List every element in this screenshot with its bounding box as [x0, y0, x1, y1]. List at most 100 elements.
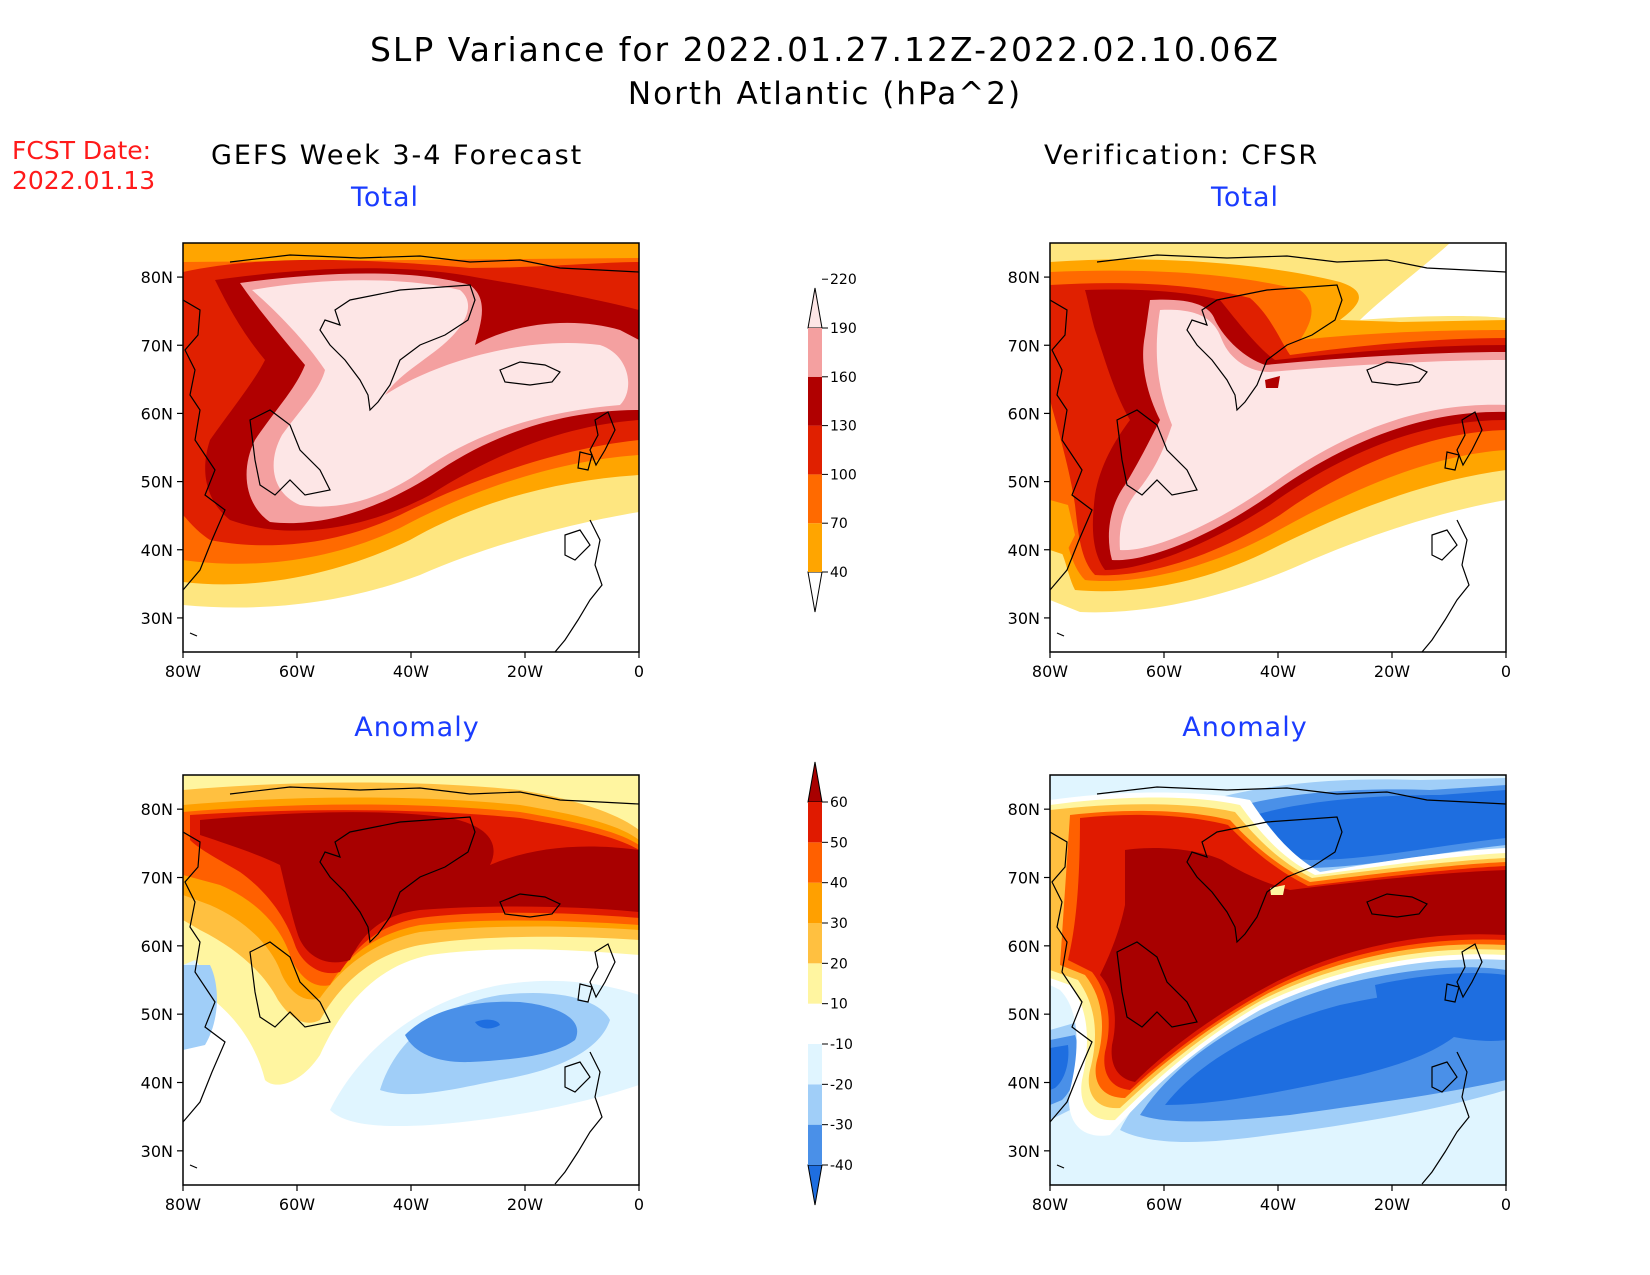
lat-tick-label: 80N [141, 268, 173, 287]
colorbar-label: -20 [830, 1077, 853, 1093]
shade-220 [1119, 309, 1506, 551]
lon-tick-label: 40W [1260, 1195, 1296, 1214]
colorbar-total: 40 70 100 130 160 190 220 [807, 272, 857, 613]
map-panel-forecast-anomaly: 80W 60W 40W 20W 0 30N 40N 50N 60N 70N 80N [141, 774, 644, 1214]
lat-tick-label: 40N [1008, 541, 1040, 560]
lon-tick-label: 20W [1374, 662, 1410, 681]
shade-p60 [1100, 848, 1506, 1082]
colorbar-box [808, 1003, 822, 1044]
lon-tick-label: 80W [1032, 1195, 1068, 1214]
colorbar-label: 100 [830, 467, 857, 483]
colorbar-end-low [807, 1164, 823, 1206]
colorbar-end-low [807, 571, 823, 613]
shade-220 [252, 280, 629, 507]
colorbar-label: 40 [830, 876, 848, 892]
lon-tick-label: 60W [279, 662, 315, 681]
lon-tick-label: 0 [634, 1195, 644, 1214]
colorbar-box [808, 882, 822, 923]
shade-p60 [200, 812, 639, 963]
colorbar-label: 70 [830, 516, 848, 532]
map-panel-verification-anomaly: 80W 60W 40W 20W 0 30N 40N 50N 60N 70N 80N [1008, 774, 1511, 1214]
lat-tick-label: 30N [1008, 1142, 1040, 1161]
right-column-title: Verification: CFSR [1044, 140, 1320, 171]
lon-tick-label: 80W [165, 662, 201, 681]
left-column-title: GEFS Week 3-4 Forecast [211, 140, 584, 171]
lat-tick-label: 40N [141, 541, 173, 560]
lon-tick-label: 40W [1260, 662, 1296, 681]
shade-n30 [405, 1001, 578, 1063]
forecast-date-value: 2022.01.13 [12, 166, 156, 195]
lat-tick-label: 70N [141, 869, 173, 888]
lat-tick-label: 70N [1008, 869, 1040, 888]
colorbar-box [808, 963, 822, 1004]
colorbar-box [808, 923, 822, 964]
map-panel-forecast-total: 80W 60W 40W 20W 0 30N 40N 50N 60N 70N 80N [141, 242, 644, 681]
lon-tick-label: 80W [165, 1195, 201, 1214]
lon-tick-label: 80W [1032, 662, 1068, 681]
colorbar-label: 30 [830, 916, 848, 932]
map-panel-verification-total: 80W 60W 40W 20W 0 30N 40N 50N 60N 70N 80N [1008, 242, 1511, 681]
colorbar-box [808, 802, 822, 843]
colorbar-end-high [807, 287, 823, 329]
lon-tick-label: 0 [1501, 662, 1511, 681]
lon-tick-label: 60W [1146, 1195, 1182, 1214]
lon-tick-label: 20W [1374, 1195, 1410, 1214]
coastlines-br [1050, 786, 1506, 1185]
colorbar-label: 60 [830, 795, 848, 811]
colorbar-box [808, 1044, 822, 1085]
lon-tick-label: 0 [634, 662, 644, 681]
figure-subtitle: North Atlantic (hPa^2) [627, 76, 1023, 112]
lat-tick-label: 60N [1008, 404, 1040, 423]
coastlines-bl [183, 786, 639, 1185]
colorbar-box [808, 1084, 822, 1125]
colorbar-end-high [807, 761, 823, 803]
lat-tick-label: 30N [141, 1142, 173, 1161]
colorbar-box [808, 1124, 822, 1165]
lat-tick-label: 50N [141, 473, 173, 492]
colorbar-label: -40 [830, 1158, 853, 1174]
colorbar-label: 160 [830, 370, 857, 386]
colorbar-box [808, 376, 822, 426]
lat-tick-label: 60N [1008, 937, 1040, 956]
lat-tick-label: 60N [141, 937, 173, 956]
lon-tick-label: 40W [393, 662, 429, 681]
colorbar-box [808, 425, 822, 475]
colorbar-anomaly: -40 -30 -20 -10 10 20 30 40 50 60 [807, 761, 853, 1206]
lat-tick-label: 30N [1008, 609, 1040, 628]
colorbar-label: 220 [830, 272, 857, 288]
colorbar-label: 190 [830, 321, 857, 337]
lon-tick-label: 0 [1501, 1195, 1511, 1214]
colorbar-label: -30 [830, 1118, 853, 1134]
lat-tick-label: 50N [141, 1005, 173, 1024]
coastlines-tl [183, 254, 639, 652]
coastlines-tr [1050, 254, 1506, 652]
lat-tick-label: 70N [1008, 336, 1040, 355]
shade-n40 [475, 1019, 500, 1029]
lat-tick-label: 50N [1008, 473, 1040, 492]
shade-160-spot [1265, 376, 1280, 388]
lat-tick-label: 40N [141, 1074, 173, 1093]
lon-tick-label: 40W [393, 1195, 429, 1214]
colorbar-label: 50 [830, 835, 848, 851]
shade-70-west [1050, 500, 1075, 555]
lat-tick-label: 80N [1008, 268, 1040, 287]
lon-tick-label: 20W [507, 662, 543, 681]
lat-tick-label: 30N [141, 609, 173, 628]
lat-tick-label: 40N [1008, 1074, 1040, 1093]
colorbar-box [808, 842, 822, 883]
colorbar-box [808, 328, 822, 377]
forecast-date-label: FCST Date: [12, 136, 152, 165]
shade-n20 [183, 965, 610, 1095]
lon-tick-label: 20W [507, 1195, 543, 1214]
lat-tick-label: 80N [1008, 800, 1040, 819]
lat-tick-label: 60N [141, 404, 173, 423]
colorbar-label: 10 [830, 997, 848, 1013]
colorbar-label: -10 [830, 1037, 853, 1053]
colorbar-label: 40 [830, 565, 848, 581]
lat-tick-label: 80N [141, 800, 173, 819]
figure-title: SLP Variance for 2022.01.27.12Z-2022.02.… [369, 30, 1281, 69]
colorbar-box [808, 523, 822, 572]
lon-tick-label: 60W [279, 1195, 315, 1214]
colorbar-label: 20 [830, 956, 848, 972]
lat-tick-label: 50N [1008, 1005, 1040, 1024]
